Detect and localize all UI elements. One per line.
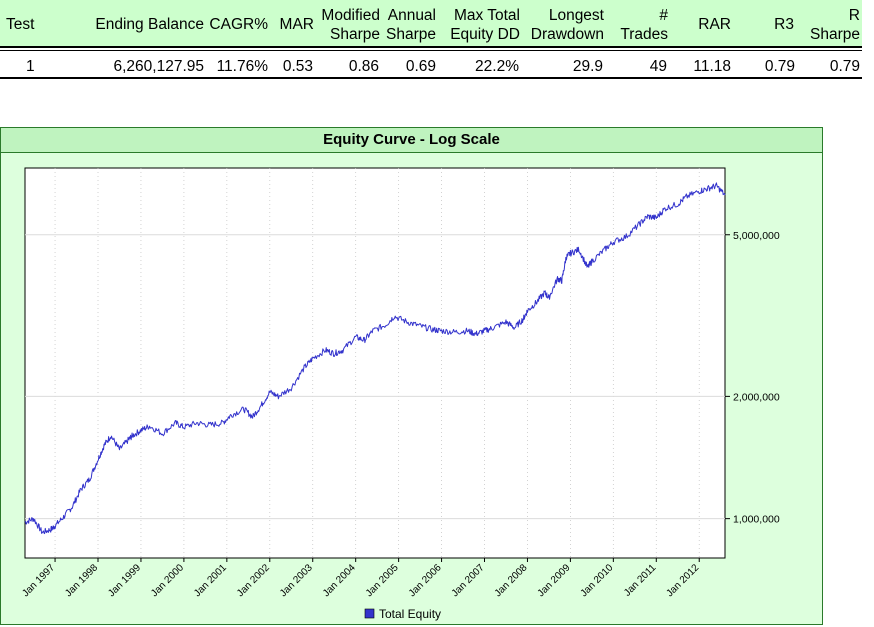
x-tick-label: Jan 1998 [63, 562, 100, 599]
table-header-row [0, 0, 862, 46]
column-header-r-sharpe: R Sharpe [810, 7, 860, 43]
cell-num-trades: 49 [649, 58, 667, 75]
cell-test: 1 [26, 58, 35, 75]
x-tick-label: Jan 2003 [278, 562, 315, 599]
column-header-mar: MAR [279, 16, 314, 33]
equity-chart-panel: Equity Curve - Log Scale Jan 1997 Jan 199… [0, 127, 823, 625]
x-tick-label: Jan 2004 [321, 562, 358, 599]
column-header-r3: R3 [774, 16, 794, 33]
cell-r3: 0.79 [764, 58, 795, 75]
y-tick-label: 5,000,000 [733, 230, 780, 242]
x-tick-label: Jan 2006 [407, 562, 444, 599]
cell-max-total-equity-dd: 22.2% [475, 58, 519, 75]
legend-label: Total Equity [379, 607, 441, 621]
chart-title: Equity Curve - Log Scale [323, 131, 500, 148]
cell-annual-sharpe: 0.69 [405, 58, 436, 75]
column-header-longest-drawdown: Longest Drawdown [530, 7, 604, 43]
column-header-num-trades: # Trades [620, 7, 668, 43]
chart-title-bar: Equity Curve - Log Scale [1, 128, 822, 153]
x-tick-label: Jan 2009 [536, 562, 573, 599]
header-rule-thin [0, 50, 862, 51]
cell-cagr: 11.76% [216, 58, 268, 75]
x-tick-label: Jan 2008 [493, 562, 530, 599]
x-tick-label: Jan 2005 [364, 562, 401, 599]
header-rule [0, 46, 862, 48]
cell-mar: 0.53 [282, 58, 313, 75]
equity-chart: Jan 1997 Jan 1998 Jan 1999 Jan 2000 Jan 2001… [20, 167, 780, 621]
column-header-cagr: CAGR% [209, 16, 268, 33]
cell-modified-sharpe: 0.86 [348, 58, 379, 75]
x-tick-label: Jan 2001 [192, 562, 229, 599]
x-tick-label: Jan 1997 [20, 562, 57, 599]
column-header-test: Test [6, 16, 35, 33]
y-tick-label: 1,000,000 [733, 514, 780, 526]
cell-r-sharpe: 0.79 [829, 58, 860, 75]
x-tick-label: Jan 2002 [235, 562, 272, 599]
x-tick-label: Jan 2011 [622, 562, 659, 599]
column-header-ending-balance: Ending Balance [95, 16, 204, 33]
plot-area [24, 167, 726, 559]
series-line-total-equity [24, 182, 726, 535]
legend-swatch [364, 608, 375, 619]
x-tick-label: Jan 2010 [579, 562, 616, 599]
x-tick-label: Jan 2007 [450, 562, 487, 599]
table-bottom-rule [0, 77, 862, 79]
column-header-annual-sharpe: Annual Sharpe [386, 7, 436, 43]
column-header-max-total-equity-dd: Max Total Equity DD [450, 7, 520, 43]
x-tick-label: Jan 2012 [664, 562, 701, 599]
x-tick-label: Jan 1999 [106, 562, 143, 599]
column-header-rar: RAR [698, 16, 731, 33]
results-table: Test Ending Balance CAGR% MAR Modified Sharpe… [0, 0, 862, 80]
y-tick-label: 2,000,000 [733, 391, 780, 403]
x-tick-label: Jan 2000 [149, 562, 186, 599]
column-header-modified-sharpe: Modified Sharpe [321, 7, 380, 43]
cell-longest-drawdown: 29.9 [572, 58, 603, 75]
cell-ending-balance: 6,260,127.95 [113, 58, 204, 75]
cell-rar: 11.18 [693, 58, 731, 75]
